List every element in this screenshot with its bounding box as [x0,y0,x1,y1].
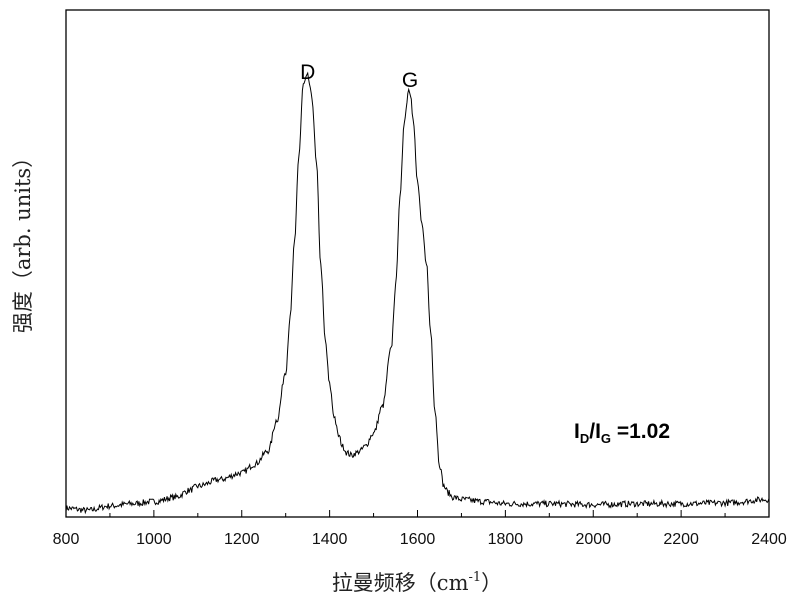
x-tick-label-2400: 2400 [751,531,787,548]
x-tick-label-1000: 1000 [136,531,172,548]
raman-spectrum-line [65,71,770,515]
y-axis-title: 强度（arb. units） [11,147,35,333]
ratio-i-d: I [574,420,580,443]
intensity-ratio-annotation: ID/IG =1.02 [574,420,670,446]
x-tick-label-2000: 2000 [575,531,611,548]
x-axis-title-main: 拉曼频移（cm [332,571,469,595]
ratio-sub-d: D [580,431,589,446]
x-tick-label-1600: 1600 [400,531,436,548]
x-tick-label-2200: 2200 [663,531,699,548]
ratio-slash-i: /I [589,420,601,443]
ratio-value: =1.02 [611,420,670,443]
peak-label-d: D [300,61,315,84]
x-axis-title-close: ） [481,571,502,595]
x-tick-label-800: 800 [53,531,80,548]
x-tick-label-1400: 1400 [312,531,348,548]
peak-label-g: G [402,69,418,92]
x-tick-label-1800: 1800 [488,531,524,548]
x-axis-ticks: 800 1000 1200 1400 1600 1800 2000 2200 2400 [53,510,787,548]
x-axis-title: 拉曼频移（cm-1） [332,570,502,595]
ratio-sub-g: G [601,431,611,446]
x-tick-label-1200: 1200 [224,531,260,548]
x-axis-title-superscript: -1 [469,570,482,585]
